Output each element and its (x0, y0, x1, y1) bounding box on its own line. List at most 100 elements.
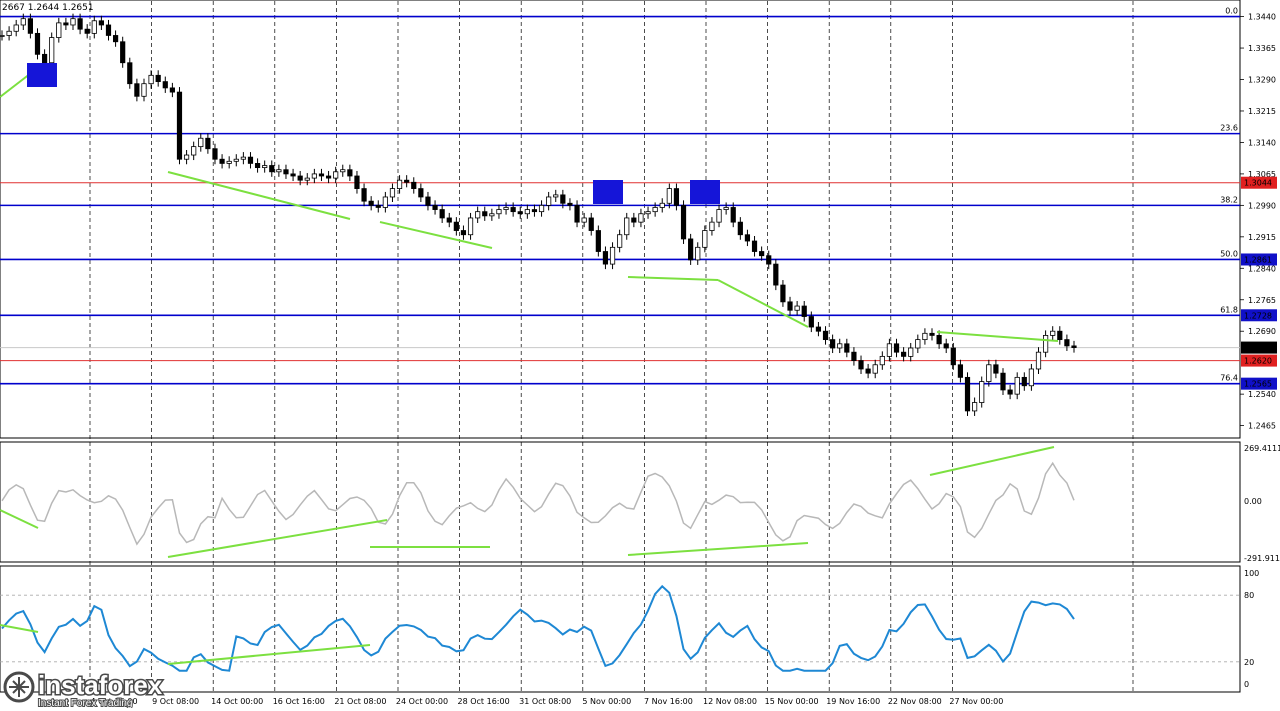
candle-body (879, 355, 885, 366)
candle-body (574, 204, 580, 223)
rsi-panel (0, 565, 1241, 693)
candle-body (1000, 372, 1006, 391)
price-tick-label: 1.3440 (1248, 13, 1276, 22)
candle-body (134, 83, 140, 97)
cci-indicator: 269.4111 0.00 -291.9116 (0, 444, 1280, 563)
cci-line (1, 461, 1075, 546)
time-tick-label: 7 Nov 16:00 (644, 697, 693, 706)
time-tick-label: 9 Oct 08:00 (152, 697, 199, 706)
candle-body (375, 204, 381, 208)
candle-body (290, 173, 296, 177)
candle-body (652, 207, 658, 213)
candle-body (822, 330, 829, 341)
candle-body (0, 35, 5, 37)
cci-divergence-line (167, 519, 388, 558)
ohlc-readout: 2667 1.2644 1.2651 (2, 3, 94, 13)
candle-body (538, 204, 545, 213)
candle-body (496, 209, 502, 215)
price-tag (1241, 253, 1277, 266)
candle-body (759, 251, 765, 257)
candle-body (751, 240, 758, 252)
candle-body (922, 332, 928, 341)
candle-body (773, 263, 779, 286)
candle-body (567, 202, 573, 206)
time-tick-label: 21 Oct 08:00 (334, 697, 386, 706)
price-tag (1241, 354, 1277, 367)
time-tick-label: 27 Nov 00:00 (949, 697, 1003, 706)
candlestick-series (0, 13, 1077, 416)
time-tick-label: 22 Nov 08:00 (888, 697, 942, 706)
candle-body (524, 209, 530, 215)
candle-body (226, 160, 232, 164)
candle-body (638, 213, 644, 223)
rsi-tick-label: 20 (1244, 658, 1254, 667)
fib-level-label: 23.6 (1220, 124, 1238, 133)
signal-box (593, 180, 623, 204)
candle-body (446, 217, 452, 223)
candle-body (645, 211, 651, 215)
candle-body (112, 35, 119, 43)
price-tag (1241, 341, 1277, 354)
price-tick-label: 1.2840 (1248, 264, 1276, 273)
candle-body (6, 30, 12, 36)
candle-body (631, 217, 637, 223)
candle-body (219, 158, 225, 164)
candle-body (1064, 339, 1070, 347)
rsi-tick-label: 100 (1244, 569, 1259, 578)
price-tick-label: 1.3365 (1248, 44, 1276, 53)
candle-body (830, 339, 836, 349)
candle-body (872, 364, 878, 374)
candle-body (453, 221, 459, 231)
candle-body (517, 211, 523, 215)
candle-body (617, 234, 623, 248)
candle-body (943, 343, 949, 349)
candle-body (439, 209, 445, 219)
cci-tick-label: 269.4111 (1244, 444, 1280, 453)
candle-body (396, 179, 403, 189)
cci-divergence-line (0, 509, 39, 529)
candle-body (489, 213, 495, 217)
logo-tagline: Instant Forex Trading (38, 698, 133, 708)
price-tag-label: 1.3044 (1244, 179, 1272, 188)
price-tick-label: 1.2915 (1248, 233, 1276, 242)
price-tick-label: 1.3290 (1248, 76, 1276, 85)
candle-body (666, 188, 672, 204)
time-tick-label: 15 Nov 00:00 (765, 697, 819, 706)
candle-body (155, 74, 161, 83)
time-tick-label: 19 Nov 16:00 (826, 697, 880, 706)
candle-body (105, 24, 112, 36)
signal-box (27, 63, 57, 87)
logo-wordmark: instaforex (38, 670, 163, 700)
candle-body (688, 238, 694, 261)
candle-body (460, 230, 467, 236)
rsi-line (1, 584, 1075, 672)
price-tag-label: 1.2861 (1244, 255, 1272, 264)
candle-body (247, 156, 254, 164)
candle-body (695, 246, 701, 261)
candle-body (411, 181, 417, 189)
price-tag (1241, 176, 1277, 189)
candle-body (141, 83, 147, 97)
divergence-line (627, 276, 719, 281)
fib-level-label: 61.8 (1220, 305, 1238, 314)
candle-body (418, 188, 424, 198)
rsi-tick-label: 80 (1244, 591, 1254, 600)
candle-body (13, 24, 19, 32)
candle-body (162, 81, 168, 89)
candle-body (325, 175, 332, 179)
fib-level-label: 50.0 (1220, 249, 1238, 258)
price-tag-label: 1.2565 (1244, 380, 1272, 389)
candle-body (901, 351, 907, 357)
candle-body (737, 221, 743, 236)
cci-divergence-line (627, 542, 809, 556)
candle-body (127, 62, 133, 85)
time-tick-label: 5 Nov 00:00 (582, 697, 631, 706)
candle-body (510, 207, 516, 213)
candle-body (794, 305, 800, 311)
candle-body (240, 156, 246, 160)
candle-body (41, 53, 48, 64)
candle-body (908, 347, 914, 357)
candle-body (361, 188, 367, 202)
candle-body (333, 171, 339, 179)
